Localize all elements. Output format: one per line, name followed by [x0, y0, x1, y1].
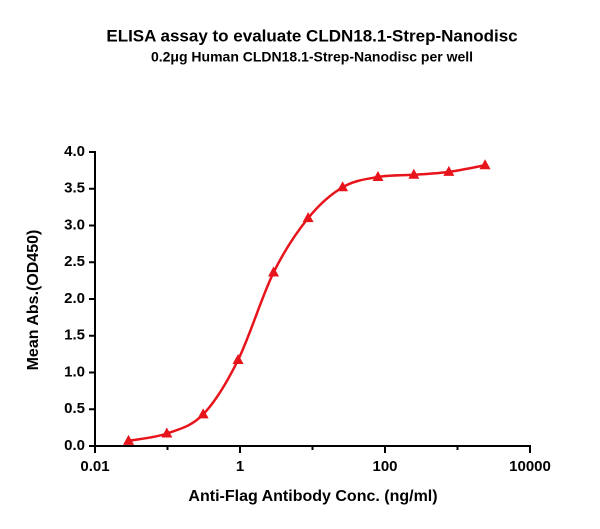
data-point	[408, 168, 420, 179]
y-tick-label: 1.0	[64, 363, 85, 380]
x-tick-label: 1	[236, 458, 244, 475]
data-point	[443, 165, 455, 176]
y-tick-label: 3.0	[64, 216, 85, 233]
y-axis-label: Mean Abs.(OD450)	[25, 230, 42, 371]
y-tick-label: 0.5	[64, 400, 85, 417]
chart-subtitle: 0.2μg Human CLDN18.1-Strep-Nanodisc per …	[151, 49, 473, 65]
data-point	[372, 170, 384, 181]
data-point	[161, 427, 173, 438]
x-tick-label: 10000	[509, 458, 551, 475]
data-point	[337, 181, 349, 192]
y-tick-label: 4.0	[64, 143, 85, 160]
fit-curve	[128, 164, 486, 443]
y-tick-label: 2.0	[64, 290, 85, 307]
data-point	[302, 212, 314, 223]
chart-title: ELISA assay to evaluate CLDN18.1-Strep-N…	[106, 26, 517, 45]
y-tick-label: 0.0	[64, 437, 85, 454]
y-tick-label: 1.5	[64, 327, 85, 344]
y-tick-label: 2.5	[64, 253, 85, 270]
y-tick-label: 3.5	[64, 180, 85, 197]
data-point	[479, 159, 491, 170]
data-point	[268, 266, 280, 277]
data-point	[232, 354, 244, 365]
x-axis-label: Anti-Flag Antibody Conc. (ng/ml)	[188, 488, 437, 505]
x-tick-label: 0.01	[80, 458, 109, 475]
data-point	[123, 434, 135, 445]
data-point	[197, 408, 209, 419]
x-tick-label: 100	[372, 458, 397, 475]
